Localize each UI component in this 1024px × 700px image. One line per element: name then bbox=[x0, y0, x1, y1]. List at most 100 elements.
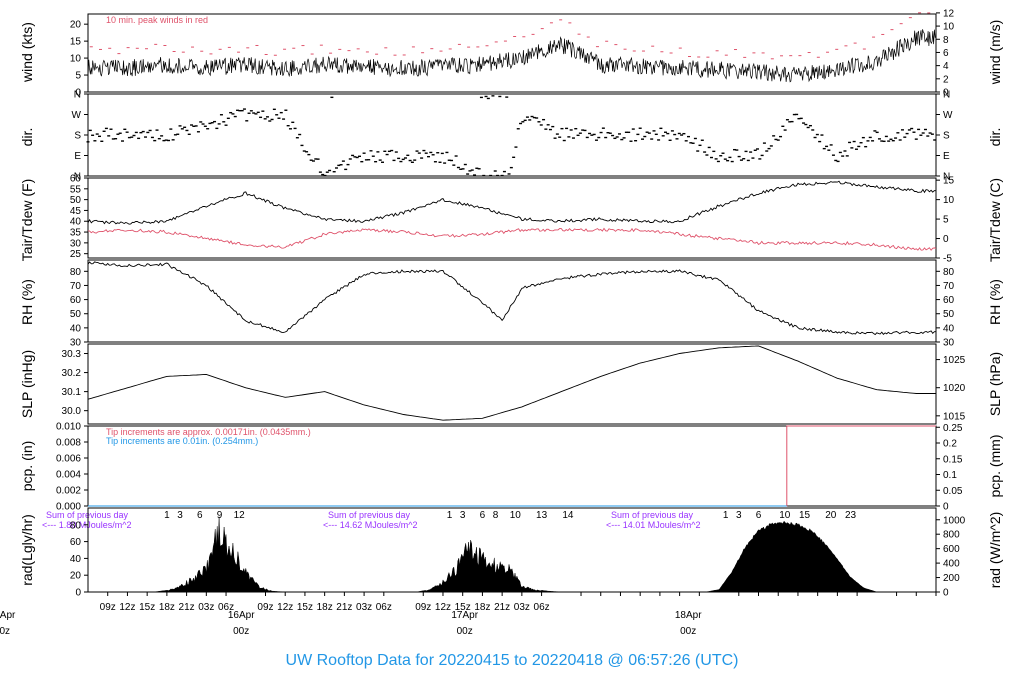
rad-ylabel-left: rad(Lgly/hr) bbox=[19, 514, 35, 586]
x-tick-label: 15z bbox=[139, 602, 155, 613]
right-tick-label: 1000 bbox=[943, 515, 966, 526]
right-tick-label: 400 bbox=[943, 559, 960, 570]
left-tick-label: 0.010 bbox=[56, 422, 81, 433]
rad-hour-mark: 1 bbox=[447, 510, 453, 521]
dir-ylabel-left: dir. bbox=[19, 128, 35, 147]
x-tick-label: 12z bbox=[119, 602, 135, 613]
pcp-panel: pcp. (in) pcp. (mm) Tip increments are a… bbox=[19, 422, 1003, 513]
left-tick-label: 50 bbox=[70, 195, 82, 206]
left-tick-label: 60 bbox=[70, 537, 82, 548]
left-tick-label: 80 bbox=[70, 267, 82, 278]
x-tick-label: 09z bbox=[415, 602, 431, 613]
day-label-date: 15Apr bbox=[0, 610, 16, 621]
temp-frame bbox=[87, 177, 937, 259]
left-tick-label: 60 bbox=[70, 174, 82, 185]
dir-frame bbox=[87, 93, 937, 177]
rh-frame bbox=[87, 259, 937, 343]
left-tick-label: 30.0 bbox=[62, 406, 82, 417]
x-tick-label: 06z bbox=[534, 602, 550, 613]
x-tick-label: 18z bbox=[474, 602, 490, 613]
rad-area bbox=[88, 516, 936, 593]
rad-sum-2-line1: Sum of previous day bbox=[328, 510, 411, 520]
right-tick-label: E bbox=[943, 151, 950, 162]
rad-hour-mark: 13 bbox=[536, 510, 548, 521]
right-tick-label: -5 bbox=[943, 254, 952, 265]
rad-sum-2-line2: <--- 14.62 MJoules/m^2 bbox=[323, 520, 418, 530]
rad-hour-mark: 10 bbox=[510, 510, 522, 521]
day-label-hour: 00z bbox=[0, 626, 10, 637]
right-tick-label: S bbox=[943, 131, 950, 142]
slp-line bbox=[87, 345, 936, 421]
left-tick-label: 10 bbox=[70, 54, 82, 65]
temp-panel: Tair/Tdew (F) Tair/Tdew (C) 253035404550… bbox=[19, 174, 1003, 265]
right-tick-label: 200 bbox=[943, 573, 960, 584]
x-axis: 09z 12z 15z 18z 21z 03z 06z 09z 12z 15z 18z 21z 03z 0… bbox=[0, 592, 937, 637]
dir-ylabel-right: dir. bbox=[987, 128, 1003, 147]
right-tick-label: 4 bbox=[943, 61, 949, 72]
rh-panel: RH (%) RH (%) 30 40 50 60 70 80 30 40 50 60 70 80 bbox=[19, 259, 1003, 349]
slp-ylabel-left: SLP (inHg) bbox=[19, 350, 35, 418]
pcp-ylabel-right: pcp. (mm) bbox=[987, 435, 1003, 498]
right-tick-label: 0 bbox=[943, 88, 949, 99]
right-tick-label: 0 bbox=[943, 234, 949, 245]
right-tick-label: 15 bbox=[943, 176, 955, 187]
rh-line bbox=[87, 261, 936, 336]
x-tick-label: 06z bbox=[376, 602, 392, 613]
left-tick-label: 0 bbox=[75, 588, 81, 599]
rad-hour-mark: 23 bbox=[845, 510, 857, 521]
wind-peak-note: 10 min. peak winds in red bbox=[106, 15, 208, 25]
rad-hour-mark: 10 bbox=[779, 510, 791, 521]
right-tick-label: 1015 bbox=[943, 411, 966, 422]
left-tick-label: 15 bbox=[70, 37, 82, 48]
right-tick-label: 5 bbox=[943, 215, 949, 226]
left-tick-label: 30.2 bbox=[62, 368, 82, 379]
x-tick-label: 18z bbox=[317, 602, 333, 613]
right-tick-label: 0 bbox=[943, 588, 949, 599]
left-tick-label: E bbox=[74, 151, 81, 162]
day-label-hour: 00z bbox=[457, 626, 473, 637]
rad-hour-mark: 12 bbox=[234, 510, 246, 521]
slp-frame bbox=[87, 343, 937, 425]
rh-ylabel-right: RH (%) bbox=[987, 279, 1003, 325]
left-tick-label: N bbox=[74, 172, 81, 183]
right-tick-label: 30 bbox=[943, 338, 955, 349]
right-tick-label: 0.25 bbox=[943, 423, 963, 434]
right-tick-label: 1020 bbox=[943, 383, 966, 394]
left-tick-label: 5 bbox=[75, 71, 81, 82]
right-tick-label: 10 bbox=[943, 195, 955, 206]
right-tick-label: 8 bbox=[943, 35, 949, 46]
left-tick-label: 45 bbox=[70, 206, 82, 217]
left-tick-label: W bbox=[72, 110, 82, 121]
left-tick-label: 30 bbox=[70, 238, 82, 249]
left-tick-label: 0.002 bbox=[56, 486, 81, 497]
rad-hour-mark: 3 bbox=[460, 510, 466, 521]
right-tick-label: 2 bbox=[943, 74, 949, 85]
pcp-ylabel-left: pcp. (in) bbox=[19, 441, 35, 492]
x-tick-label: 18z bbox=[159, 602, 175, 613]
x-tick-label: 21z bbox=[336, 602, 352, 613]
left-tick-label: 55 bbox=[70, 184, 82, 195]
x-tick-label: 03z bbox=[198, 602, 214, 613]
wind-ylabel-left: wind (kts) bbox=[19, 22, 35, 83]
left-tick-label: 30 bbox=[70, 338, 82, 349]
rad-sum-3-line1: Sum of previous day bbox=[611, 510, 694, 520]
x-tick-label: 06z bbox=[218, 602, 234, 613]
rad-sum-1-line1: Sum of previous day bbox=[46, 510, 129, 520]
left-tick-label: 40 bbox=[70, 554, 82, 565]
slp-ylabel-right: SLP (hPa) bbox=[987, 352, 1003, 416]
tdew-line bbox=[87, 227, 937, 251]
wind-ylabel-right: wind (m/s) bbox=[987, 20, 1003, 86]
rad-hour-mark: 1 bbox=[723, 510, 729, 521]
left-tick-label: 60 bbox=[70, 295, 82, 306]
rad-hour-mark: 20 bbox=[825, 510, 837, 521]
right-tick-label: 800 bbox=[943, 530, 960, 541]
wind-panel: wind (kts) wind (m/s) 10 min. peak winds… bbox=[19, 8, 1003, 98]
left-tick-label: N bbox=[74, 90, 81, 101]
right-tick-label: N bbox=[943, 90, 950, 101]
slp-panel: SLP (inHg) SLP (hPa) 30.0 30.1 30.2 30.3 101… bbox=[19, 343, 1003, 425]
wind-speed-line bbox=[87, 29, 936, 83]
right-tick-label: 0.1 bbox=[943, 470, 957, 481]
temp-ylabel-left: Tair/Tdew (F) bbox=[19, 179, 35, 261]
rad-hour-mark: 15 bbox=[799, 510, 811, 521]
x-tick-label: 09z bbox=[100, 602, 116, 613]
